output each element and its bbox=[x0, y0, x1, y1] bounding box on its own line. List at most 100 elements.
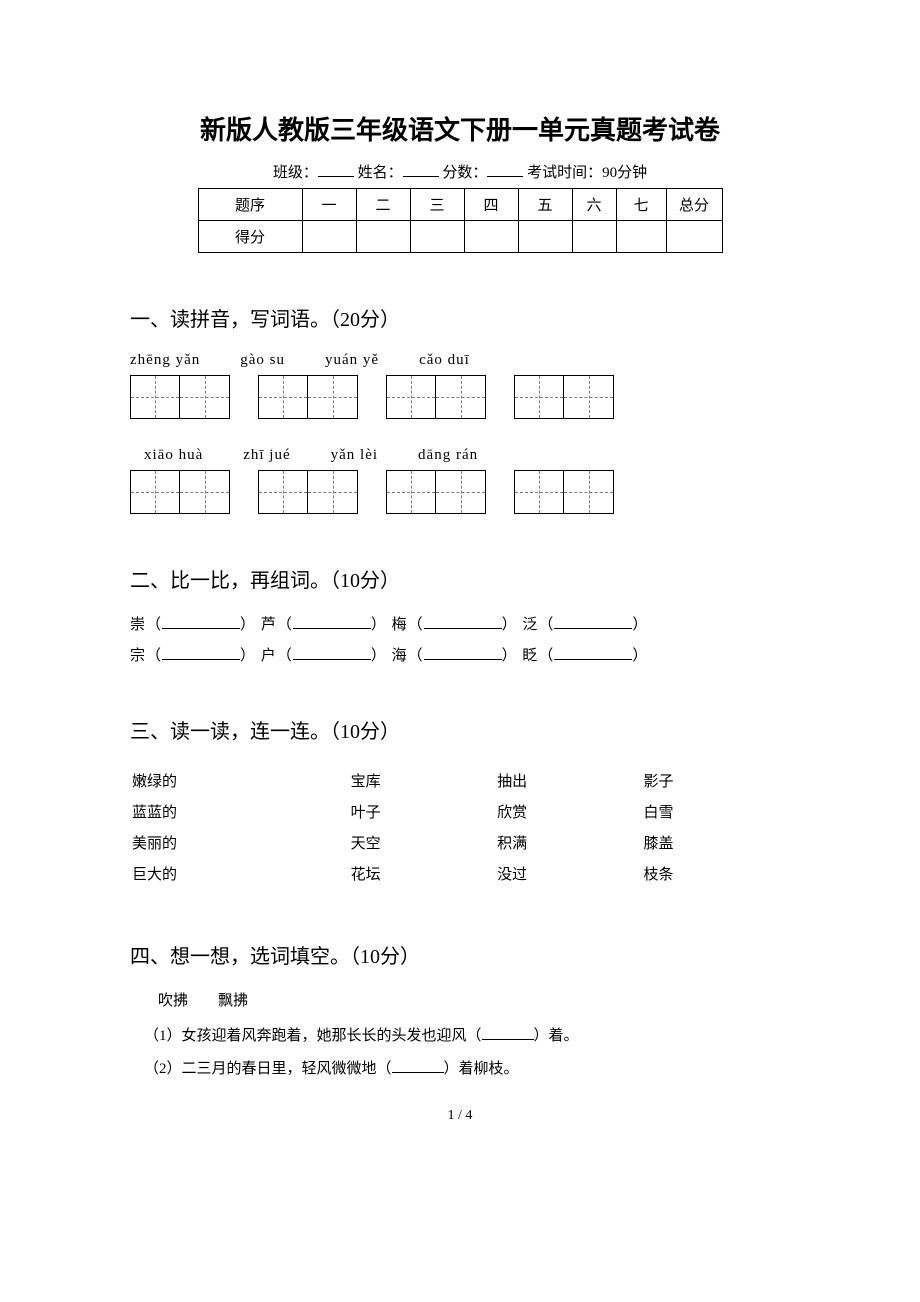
match-c3: 没过 bbox=[497, 859, 641, 888]
blank[interactable] bbox=[554, 646, 632, 660]
char-2-1: 宗 bbox=[130, 648, 146, 664]
score-col-1: 一 bbox=[302, 189, 356, 221]
pinyin-row-1: zhēng yǎn gào su yuán yě cǎo duī bbox=[130, 352, 790, 369]
score-col-6: 六 bbox=[572, 189, 616, 221]
score-col-2: 二 bbox=[356, 189, 410, 221]
boxes-row-2 bbox=[130, 470, 790, 514]
pinyin-2: gào su bbox=[240, 352, 285, 369]
pinyin-4: cǎo duī bbox=[419, 352, 470, 369]
pinyin-8: dāng rán bbox=[418, 447, 478, 464]
tianzi-pair[interactable] bbox=[130, 470, 230, 514]
match-c2: 花坛 bbox=[351, 859, 495, 888]
section-4: 四、想一想，选词填空。（10分） 吹拂 飘拂 （1）女孩迎着风奔跑着，她那长长的… bbox=[130, 940, 790, 1078]
match-c1: 嫩绿的 bbox=[132, 766, 349, 795]
section-2-heading: 二、比一比，再组词。（10分） bbox=[130, 564, 790, 593]
score-col-4: 四 bbox=[464, 189, 518, 221]
boxes-row-1 bbox=[130, 375, 790, 419]
char-2-4: 眨 bbox=[522, 648, 538, 664]
info-line: 班级： 姓名： 分数： 考试时间：90分钟 bbox=[130, 161, 790, 182]
score-cell[interactable] bbox=[302, 221, 356, 253]
tianzi-pair[interactable] bbox=[258, 375, 358, 419]
score-total: 总分 bbox=[666, 189, 722, 221]
class-label: 班级： bbox=[273, 165, 318, 181]
score-header-label: 题序 bbox=[198, 189, 302, 221]
score-cell[interactable] bbox=[572, 221, 616, 253]
blank[interactable] bbox=[162, 646, 240, 660]
score-label: 分数： bbox=[442, 165, 487, 181]
time-label: 考试时间：90分钟 bbox=[527, 165, 647, 181]
score-row-label: 得分 bbox=[198, 221, 302, 253]
blank[interactable] bbox=[293, 646, 371, 660]
score-cell[interactable] bbox=[518, 221, 572, 253]
tianzi-pair[interactable] bbox=[386, 470, 486, 514]
pinyin-6: zhī jué bbox=[243, 447, 290, 464]
section-2: 二、比一比，再组词。（10分） 崇（） 芦（） 梅（） 泛（） 宗（） 户（） … bbox=[130, 564, 790, 665]
blank[interactable] bbox=[482, 1026, 534, 1040]
section-1-heading: 一、读拼音，写词语。（20分） bbox=[130, 303, 790, 332]
score-cell[interactable] bbox=[666, 221, 722, 253]
char-1-4: 泛 bbox=[522, 617, 538, 633]
match-c1: 美丽的 bbox=[132, 828, 349, 857]
tianzi-pair[interactable] bbox=[514, 470, 614, 514]
match-c1: 巨大的 bbox=[132, 859, 349, 888]
match-table: 嫩绿的 宝库 抽出 影子 蓝蓝的 叶子 欣赏 白雪 美丽的 天空 积满 膝盖 巨… bbox=[130, 764, 790, 890]
match-c4: 白雪 bbox=[644, 797, 788, 826]
tianzi-pair[interactable] bbox=[386, 375, 486, 419]
tianzi-pair[interactable] bbox=[514, 375, 614, 419]
s2a: （2）二三月的春日里，轻风微微地（ bbox=[144, 1061, 392, 1077]
word-choices: 吹拂 飘拂 bbox=[130, 989, 790, 1010]
compare-row-1: 崇（） 芦（） 梅（） 泛（） bbox=[130, 613, 790, 634]
name-label: 姓名： bbox=[358, 165, 403, 181]
sentence-1: （1）女孩迎着风奔跑着，她那长长的头发也迎风（ ）着。 bbox=[130, 1024, 790, 1045]
char-2-2: 户 bbox=[261, 648, 277, 664]
word-2: 飘拂 bbox=[218, 993, 248, 1009]
tianzi-pair[interactable] bbox=[130, 375, 230, 419]
score-table: 题序 一 二 三 四 五 六 七 总分 得分 bbox=[198, 188, 723, 253]
score-col-7: 七 bbox=[616, 189, 666, 221]
score-cell[interactable] bbox=[464, 221, 518, 253]
match-c3: 积满 bbox=[497, 828, 641, 857]
blank[interactable] bbox=[293, 615, 371, 629]
match-c1: 蓝蓝的 bbox=[132, 797, 349, 826]
blank[interactable] bbox=[424, 646, 502, 660]
match-c2: 宝库 bbox=[351, 766, 495, 795]
match-c4: 枝条 bbox=[644, 859, 788, 888]
score-col-3: 三 bbox=[410, 189, 464, 221]
s1b: ）着。 bbox=[534, 1028, 579, 1044]
page-number: 1 / 4 bbox=[130, 1108, 790, 1124]
pinyin-1: zhēng yǎn bbox=[130, 352, 200, 369]
blank[interactable] bbox=[554, 615, 632, 629]
tianzi-pair[interactable] bbox=[258, 470, 358, 514]
sentence-2: （2）二三月的春日里，轻风微微地（ ）着柳枝。 bbox=[130, 1057, 790, 1078]
score-cell[interactable] bbox=[356, 221, 410, 253]
pinyin-7: yǎn lèi bbox=[331, 447, 378, 464]
section-3-heading: 三、读一读，连一连。（10分） bbox=[130, 715, 790, 744]
blank[interactable] bbox=[162, 615, 240, 629]
compare-row-2: 宗（） 户（） 海（） 眨（） bbox=[130, 644, 790, 665]
blank[interactable] bbox=[392, 1059, 444, 1073]
score-cell[interactable] bbox=[616, 221, 666, 253]
section-3: 三、读一读，连一连。（10分） 嫩绿的 宝库 抽出 影子 蓝蓝的 叶子 欣赏 白… bbox=[130, 715, 790, 890]
class-blank[interactable] bbox=[318, 163, 354, 177]
word-1: 吹拂 bbox=[158, 993, 188, 1009]
pinyin-3: yuán yě bbox=[325, 352, 379, 369]
blank[interactable] bbox=[424, 615, 502, 629]
match-c2: 叶子 bbox=[351, 797, 495, 826]
score-cell[interactable] bbox=[410, 221, 464, 253]
section-4-heading: 四、想一想，选词填空。（10分） bbox=[130, 940, 790, 969]
match-c3: 欣赏 bbox=[497, 797, 641, 826]
page-title: 新版人教版三年级语文下册一单元真题考试卷 bbox=[130, 110, 790, 147]
char-1-1: 崇 bbox=[130, 617, 146, 633]
match-c2: 天空 bbox=[351, 828, 495, 857]
score-blank[interactable] bbox=[487, 163, 523, 177]
match-c4: 膝盖 bbox=[644, 828, 788, 857]
score-col-5: 五 bbox=[518, 189, 572, 221]
name-blank[interactable] bbox=[403, 163, 439, 177]
s1a: （1）女孩迎着风奔跑着，她那长长的头发也迎风（ bbox=[144, 1028, 482, 1044]
pinyin-row-2: xiāo huà zhī jué yǎn lèi dāng rán bbox=[130, 447, 790, 464]
pinyin-5: xiāo huà bbox=[144, 447, 203, 464]
s2b: ）着柳枝。 bbox=[444, 1061, 519, 1077]
char-1-2: 芦 bbox=[261, 617, 277, 633]
match-c4: 影子 bbox=[644, 766, 788, 795]
match-c3: 抽出 bbox=[497, 766, 641, 795]
